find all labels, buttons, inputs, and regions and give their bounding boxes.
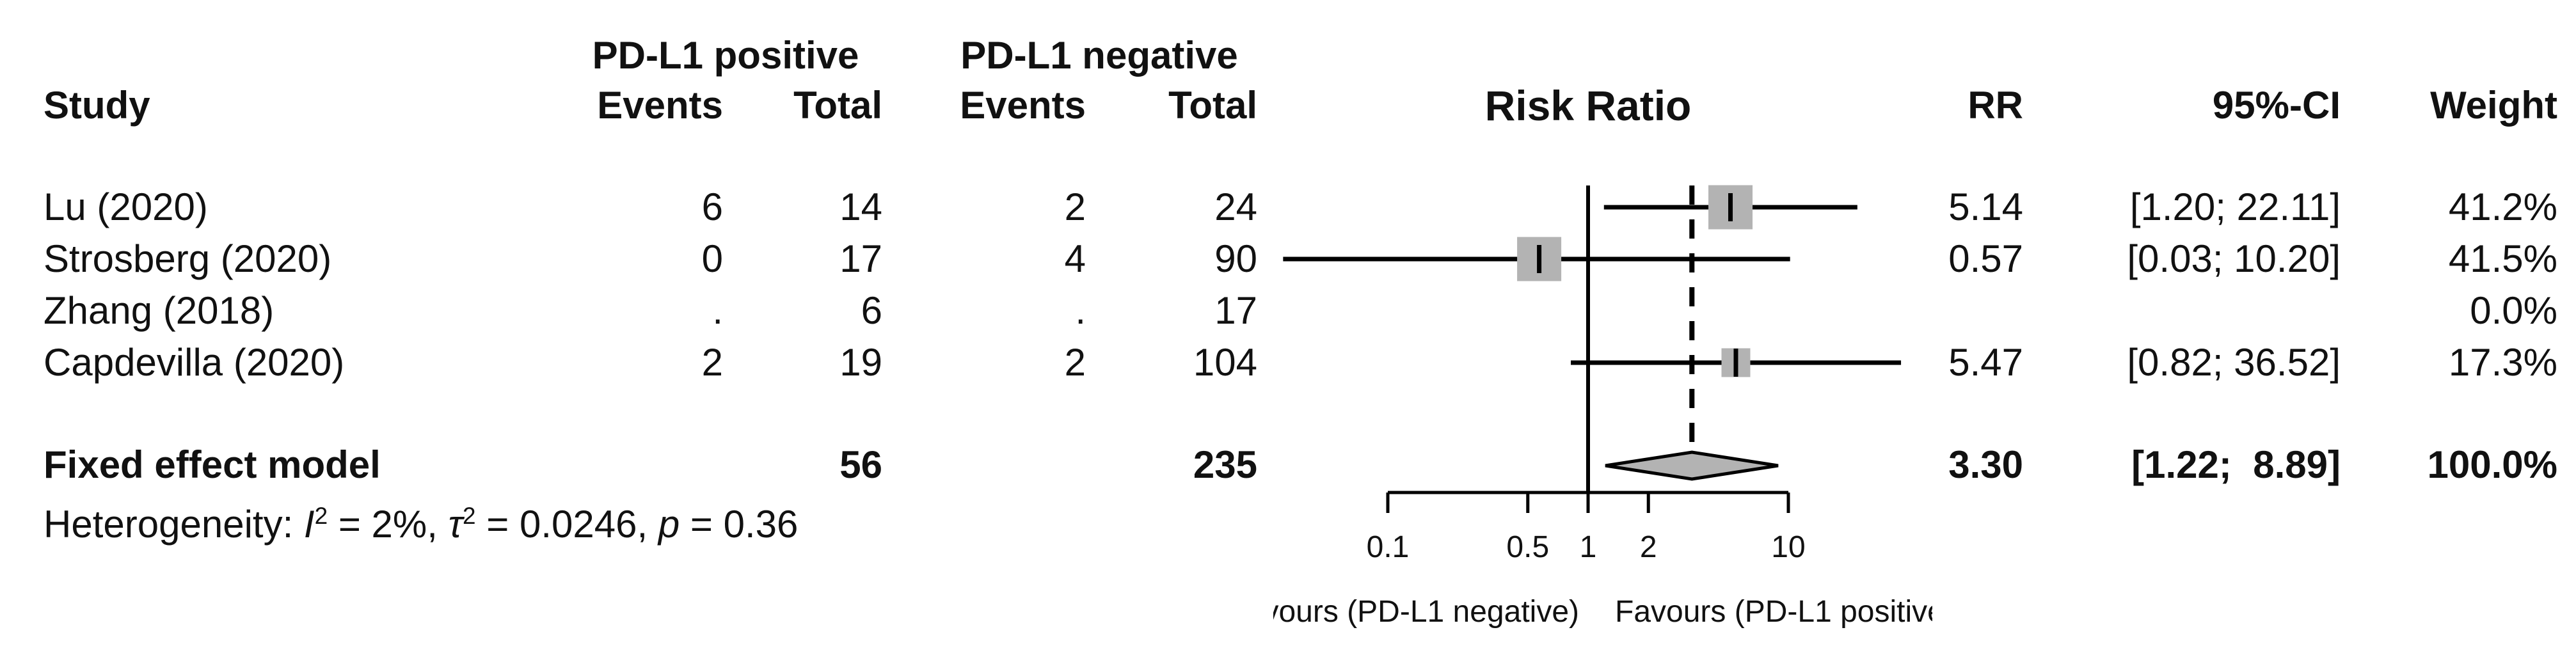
ci-value: [0.03; 10.20] xyxy=(2127,237,2341,280)
heterogeneity-text: Heterogeneity: I2 = 2%, τ2 = 0.0246, p =… xyxy=(44,499,798,550)
summary-rr-value: 3.30 xyxy=(1948,443,2023,486)
total-negative: 24 xyxy=(1214,185,1257,228)
column-header-rr: RR xyxy=(1968,84,2023,127)
heterogeneity-segment: Heterogeneity: xyxy=(44,503,304,546)
total-positive: 19 xyxy=(839,341,882,384)
column-header-study: Study xyxy=(44,84,150,127)
study-name: Lu (2020) xyxy=(44,185,208,228)
total-negative: 90 xyxy=(1214,237,1257,280)
heterogeneity-segment: τ xyxy=(448,503,463,546)
weight-value: 17.3% xyxy=(2448,341,2557,384)
summary-ci-value: [1.22; 8.89] xyxy=(2131,443,2341,486)
heterogeneity-segment: 2 xyxy=(314,503,328,529)
axis-tick-label: 1 xyxy=(1580,530,1597,564)
column-header-total-negative: Total xyxy=(1168,84,1257,127)
column-header-ci: 95%-CI xyxy=(2212,84,2341,127)
total-negative: 17 xyxy=(1214,289,1257,332)
events-negative: 2 xyxy=(1064,185,1086,228)
ci-value: [0.82; 36.52] xyxy=(2127,341,2341,384)
events-negative: 2 xyxy=(1064,341,1086,384)
rr-value: 5.47 xyxy=(1948,341,2023,384)
forest-plot-canvas: 0.1 0.5 1 2 10 Favours (PD-L1 negative) Favour… xyxy=(1273,185,1932,629)
column-header-events-negative: Events xyxy=(960,84,1086,127)
axis-tick-label: 0.1 xyxy=(1367,530,1410,564)
favours-left-label: Favours (PD-L1 negative) xyxy=(1273,595,1579,629)
ci-value: [1.20; 22.11] xyxy=(2129,185,2341,228)
events-positive: 0 xyxy=(701,237,723,280)
summary-total-negative: 235 xyxy=(1193,443,1257,486)
axis-tick-label: 0.5 xyxy=(1506,530,1549,564)
column-header-weight: Weight xyxy=(2430,84,2557,127)
events-positive: 6 xyxy=(701,185,723,228)
summary-weight-value: 100.0% xyxy=(2427,443,2558,486)
total-negative: 104 xyxy=(1193,341,1257,384)
total-positive: 6 xyxy=(861,289,882,332)
study-name: Capdevilla (2020) xyxy=(44,341,345,384)
summary-label: Fixed effect model xyxy=(44,443,381,486)
favours-right-label: Favours (PD-L1 positive) xyxy=(1615,595,1932,629)
plot-title: Risk Ratio xyxy=(1484,82,1692,129)
study-name: Strosberg (2020) xyxy=(44,237,332,280)
column-header-total-positive: Total xyxy=(793,84,882,127)
summary-diamond xyxy=(1605,450,1779,481)
heterogeneity-segment: p xyxy=(658,503,680,546)
weight-value: 41.5% xyxy=(2448,237,2557,280)
total-positive: 14 xyxy=(839,185,882,228)
heterogeneity-segment: = 0.0246, xyxy=(475,503,658,546)
column-header-events-positive: Events xyxy=(597,84,723,127)
axis-tick-label: 2 xyxy=(1640,530,1657,564)
rr-value: 0.57 xyxy=(1948,237,2023,280)
heterogeneity-segment: I xyxy=(303,503,315,546)
heterogeneity-segment: = 0.36 xyxy=(680,503,799,546)
events-positive: 2 xyxy=(701,341,723,384)
events-negative: 4 xyxy=(1064,237,1086,280)
heterogeneity-segment: = 2%, xyxy=(328,503,449,546)
weight-value: 41.2% xyxy=(2448,185,2557,228)
events-negative: . xyxy=(1075,289,1086,332)
heterogeneity-segment: 2 xyxy=(463,503,476,529)
summary-total-positive: 56 xyxy=(839,443,882,486)
column-group-pdl1-negative: PD-L1 negative xyxy=(960,34,1238,77)
column-group-pdl1-positive: PD-L1 positive xyxy=(592,34,859,77)
events-positive: . xyxy=(712,289,723,332)
study-name: Zhang (2018) xyxy=(44,289,274,332)
total-positive: 17 xyxy=(839,237,882,280)
weight-value: 0.0% xyxy=(2470,289,2557,332)
rr-value: 5.14 xyxy=(1948,185,2023,228)
axis-tick-label: 10 xyxy=(1771,530,1805,564)
